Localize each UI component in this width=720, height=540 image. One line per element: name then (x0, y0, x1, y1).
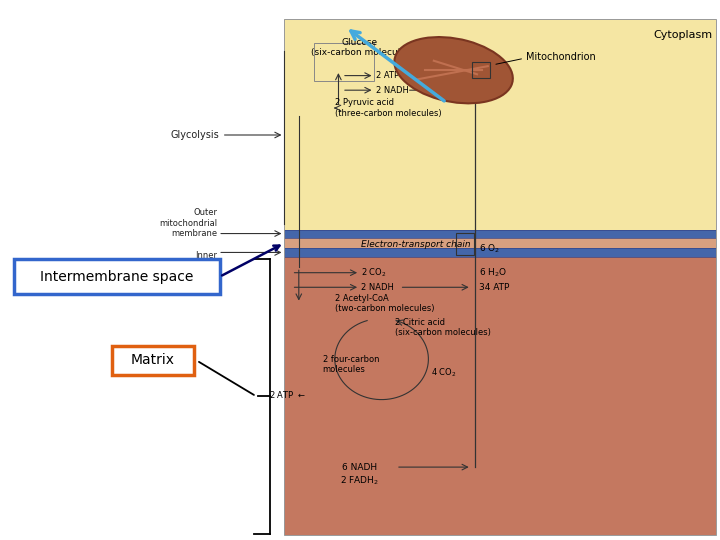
Bar (284, 230, 716, 238)
Text: 2 ATP: 2 ATP (376, 71, 399, 80)
Text: 2 FADH$_2$: 2 FADH$_2$ (341, 474, 379, 487)
Bar (284, 248, 716, 256)
Bar (456, 233, 474, 255)
Text: 4 CO$_2$: 4 CO$_2$ (431, 366, 456, 379)
Bar (284, 256, 716, 535)
Text: 6 O$_2$: 6 O$_2$ (479, 242, 500, 255)
FancyBboxPatch shape (14, 259, 220, 294)
Text: 2 CO$_2$: 2 CO$_2$ (361, 266, 387, 279)
Bar (284, 238, 716, 248)
Text: Cytoplasm: Cytoplasm (654, 30, 713, 40)
Text: 6 NADH: 6 NADH (343, 463, 377, 471)
Text: 34 ATP: 34 ATP (479, 283, 509, 292)
Text: 2 ATP $\leftarrow$: 2 ATP $\leftarrow$ (269, 389, 306, 400)
Text: 2 Acetyl-CoA
(two-carbon molecules): 2 Acetyl-CoA (two-carbon molecules) (335, 294, 434, 313)
Text: 2 Pyruvic acid
(three-carbon molecules): 2 Pyruvic acid (three-carbon molecules) (335, 98, 441, 118)
Text: 2 Citric acid
(six-carbon molecules): 2 Citric acid (six-carbon molecules) (395, 318, 490, 338)
Text: Glycolysis: Glycolysis (171, 130, 220, 140)
Text: Intermembrane space: Intermembrane space (40, 270, 194, 284)
Bar (284, 19, 716, 535)
Bar (314, 43, 374, 81)
FancyBboxPatch shape (112, 346, 194, 375)
Text: Electron-transport chain: Electron-transport chain (361, 240, 471, 248)
Text: 6 H$_2$O: 6 H$_2$O (479, 266, 507, 279)
Ellipse shape (395, 37, 513, 103)
Text: Mitochondrion: Mitochondrion (526, 52, 595, 62)
Text: Inner
mitochondrial
membrane: Inner mitochondrial membrane (159, 251, 217, 281)
Text: 2 NADH: 2 NADH (376, 86, 409, 94)
Bar (284, 19, 716, 230)
Bar (472, 62, 490, 78)
Text: Glucose
(six-carbon molecule): Glucose (six-carbon molecule) (311, 38, 409, 57)
Text: 2 four-carbon
molecules: 2 four-carbon molecules (323, 355, 379, 374)
Text: 2 NADH: 2 NADH (361, 283, 395, 292)
Text: Outer
mitochondrial
membrane: Outer mitochondrial membrane (159, 208, 217, 238)
Text: Matrix: Matrix (131, 354, 175, 367)
